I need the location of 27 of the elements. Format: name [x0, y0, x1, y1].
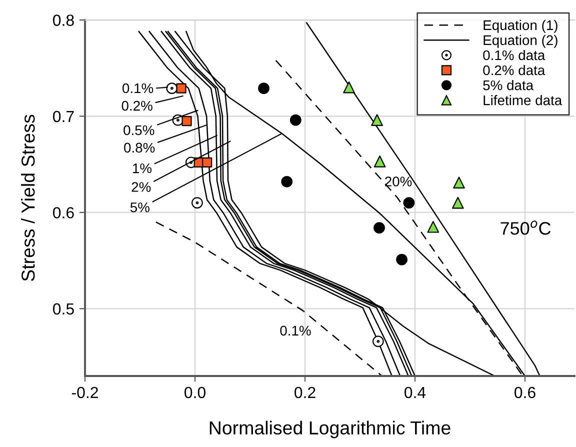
annotation: 2%	[132, 182, 151, 192]
annotation: 0.1%	[122, 83, 154, 94]
legend-label: 5% data	[483, 80, 534, 90]
x-axis-title: Normalised Logarithmic Time	[210, 420, 450, 438]
y-axis-title: Stress / Yield Stress	[21, 114, 35, 282]
annotation: 0.5%	[124, 125, 154, 136]
legend-label: 0.1% data	[483, 50, 546, 60]
y-tick-label: 0.8	[53, 14, 74, 26]
x-tick-label: 0.2	[294, 386, 316, 398]
x-tick-label: 0.6	[514, 386, 536, 398]
x-tick-label: -0.2	[72, 386, 98, 398]
annotation: 750$^{o}$C	[500, 220, 551, 235]
annotation: 5%	[130, 202, 150, 212]
annotation: 1%	[132, 163, 152, 174]
y-tick-label: 0.7	[53, 110, 74, 122]
legend-label: 0.2% data	[483, 64, 546, 76]
annotation: 20%	[385, 176, 412, 186]
y-tick-label: 0.6	[53, 207, 74, 218]
legend-label: Equation (2)	[484, 34, 558, 48]
legend-label: Equation (1)	[484, 20, 558, 33]
x-tick-label: 0.0	[184, 386, 206, 398]
annotation: 0.1%	[280, 326, 311, 336]
legend-label: Lifetime data	[484, 95, 562, 106]
x-tick-label: 0.4	[404, 386, 426, 398]
annotation: 0.8%	[124, 142, 155, 153]
annotation: 0.2%	[122, 100, 152, 111]
y-tick-label: 0.5	[53, 303, 74, 315]
